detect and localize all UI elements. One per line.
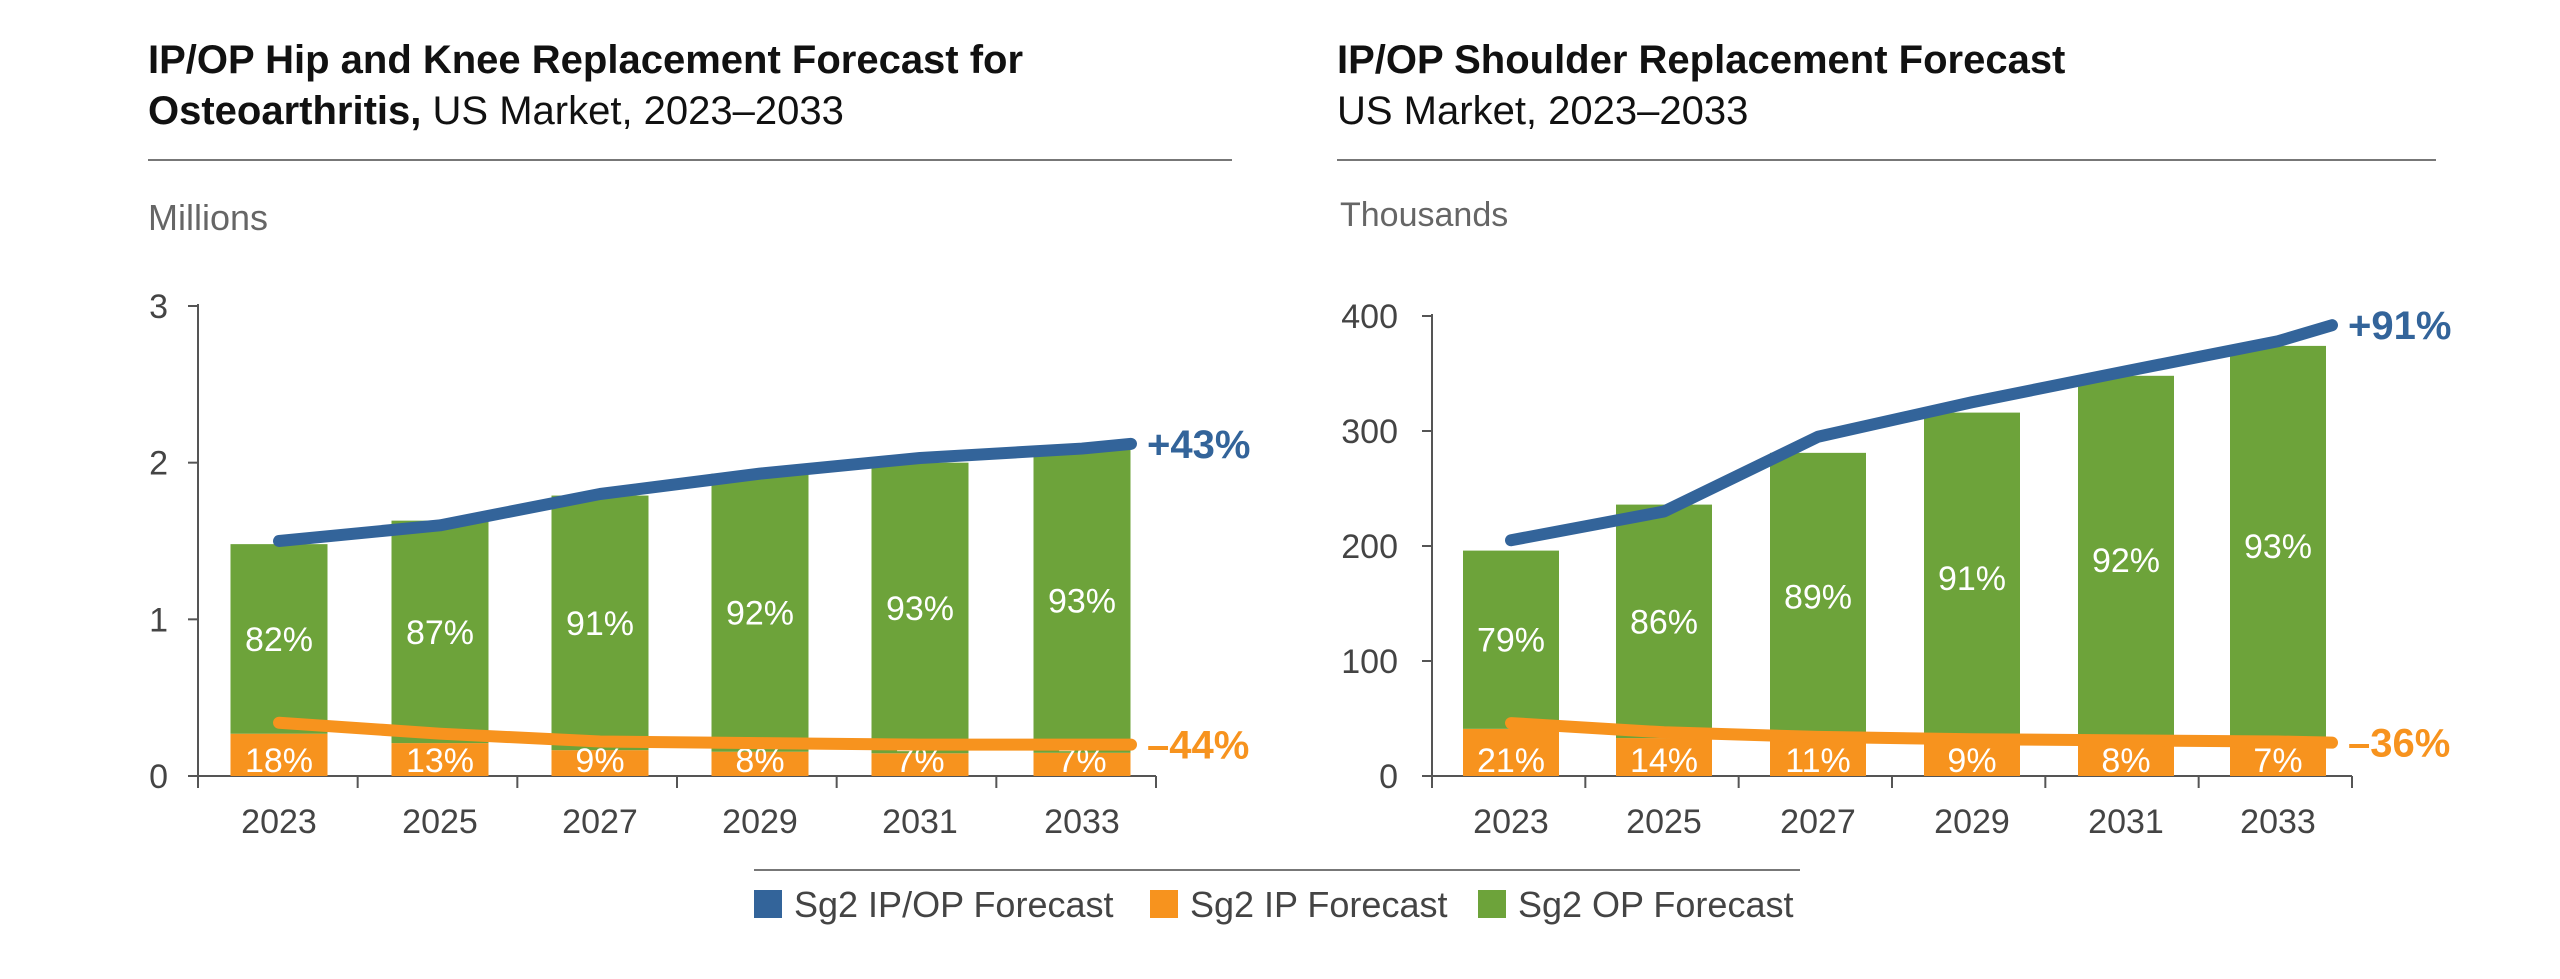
left-x-tick-label: 2033 — [1044, 803, 1120, 841]
legend-label: Sg2 IP Forecast — [1190, 884, 1447, 925]
left-bar-ip — [871, 753, 969, 776]
right-bar-ip-label: 8% — [2101, 742, 2150, 780]
right-y-tick-label: 200 — [1341, 528, 1398, 566]
left-total-change-label: +43% — [1147, 423, 1250, 467]
right-bar-ip — [1924, 743, 2020, 776]
left-bar-op — [1033, 448, 1131, 753]
left-ip-change-label: –44% — [1147, 724, 1249, 768]
left-bar-op-label: 93% — [886, 590, 954, 628]
right-bar-op — [1616, 504, 1712, 739]
right-bar-op-label: 91% — [1938, 560, 2006, 598]
right-y-tick-label: 400 — [1341, 298, 1398, 336]
left-bar-op-label: 93% — [1048, 583, 1116, 621]
left-bar-ip — [230, 733, 328, 776]
right-total-change-label: +91% — [2348, 304, 2451, 348]
left-y-tick-label: 0 — [149, 758, 168, 796]
right-bar-op — [2078, 375, 2174, 744]
right-y-tick-label: 100 — [1341, 643, 1398, 681]
right-bar-ip — [2230, 746, 2326, 776]
right-bar-op-label: 89% — [1784, 579, 1852, 617]
right-x-tick-label: 2033 — [2240, 803, 2316, 841]
right-y-tick-label: 0 — [1379, 758, 1398, 796]
right-bar-op-label: 93% — [2244, 528, 2312, 566]
left-bar-op — [711, 473, 809, 752]
right-bar-ip-label: 9% — [1947, 742, 1996, 780]
right-bar-ip-label: 7% — [2253, 742, 2302, 780]
right-line-ip — [1505, 717, 2338, 749]
left-chart-title-line2: Osteoarthritis, US Market, 2023–2033 — [148, 89, 844, 133]
left-y-tick-label: 1 — [149, 601, 168, 639]
left-x-tick-label: 2023 — [241, 803, 317, 841]
left-chart-ylabel: Millions — [148, 197, 268, 238]
right-bar-op-label: 92% — [2092, 542, 2160, 580]
left-chart-plot: 012318%82%202313%87%20259%91%20278%92%20… — [149, 288, 1250, 841]
right-bar-ip — [1770, 740, 1866, 776]
right-ip-change-label: –36% — [2348, 722, 2450, 766]
right-chart-ylabel: Thousands — [1340, 196, 1508, 234]
right-bar-op-label: 86% — [1630, 603, 1698, 641]
right-x-tick-label: 2031 — [2088, 803, 2164, 841]
right-x-tick-label: 2029 — [1934, 803, 2010, 841]
right-y-tick-label: 300 — [1341, 413, 1398, 451]
right-x-tick-label: 2023 — [1473, 803, 1549, 841]
right-chart-title: IP/OP Shoulder Replacement Forecast — [1337, 38, 2065, 82]
left-bar-ip-label: 13% — [406, 742, 474, 780]
left-y-tick-label: 2 — [149, 445, 168, 483]
left-bar-op-label: 91% — [566, 605, 634, 643]
left-y-tick-label: 3 — [149, 288, 168, 326]
left-bar-op — [391, 520, 489, 744]
left-chart-title-rest: US Market, 2023–2033 — [421, 89, 843, 133]
right-chart-subtitle: US Market, 2023–2033 — [1337, 89, 1748, 133]
left-bar-ip-label: 18% — [245, 742, 313, 780]
legend-label: Sg2 IP/OP Forecast — [794, 884, 1113, 925]
right-bar-ip — [2078, 743, 2174, 776]
left-line-ip — [273, 716, 1137, 751]
right-x-tick-label: 2025 — [1626, 803, 1702, 841]
right-bar-op — [1463, 550, 1559, 729]
left-bar-op-label: 92% — [726, 595, 794, 633]
left-bar-ip — [551, 750, 649, 776]
left-bar-ip — [1033, 752, 1131, 776]
left-chart-title-line1: IP/OP Hip and Knee Replacement Forecast … — [148, 38, 1023, 82]
left-bar-ip — [391, 743, 489, 776]
legend: Sg2 IP/OP Forecast Sg2 IP Forecast Sg2 OP … — [754, 884, 1793, 925]
right-bar-op — [1770, 452, 1866, 741]
legend-swatch — [754, 890, 782, 918]
left-x-tick-label: 2031 — [882, 803, 958, 841]
left-x-tick-label: 2025 — [402, 803, 478, 841]
right-x-tick-label: 2027 — [1780, 803, 1856, 841]
left-bar-op — [871, 462, 969, 754]
right-bar-ip-label: 21% — [1477, 742, 1545, 780]
left-bar-op-label: 82% — [245, 621, 313, 659]
right-bar-op — [2230, 345, 2326, 747]
right-bar-ip-label: 14% — [1630, 742, 1698, 780]
left-bar-op — [551, 495, 649, 751]
legend-swatch — [1150, 890, 1178, 918]
right-bar-op-label: 79% — [1477, 622, 1545, 660]
legend-label: Sg2 OP Forecast — [1518, 884, 1793, 925]
right-bar-ip-label: 11% — [1785, 742, 1851, 780]
left-bar-ip — [711, 751, 809, 776]
left-bar-op-label: 87% — [406, 614, 474, 652]
left-chart-title-bold: Osteoarthritis, — [148, 89, 421, 133]
right-bar-ip — [1616, 738, 1712, 776]
right-bar-ip — [1463, 728, 1559, 776]
left-bar-ip-label: 9% — [575, 742, 624, 780]
left-x-tick-label: 2027 — [562, 803, 638, 841]
right-bar-op — [1924, 412, 2020, 744]
right-chart-plot: 0 100 200 300 400 21% 79% 2023 14% 86% 2025 11% 89% 2… — [1341, 298, 2451, 841]
legend-swatch — [1478, 890, 1506, 918]
left-line-total — [273, 437, 1137, 547]
right-line-total — [1505, 319, 2338, 547]
left-x-tick-label: 2029 — [722, 803, 798, 841]
left-bar-op — [230, 544, 328, 734]
